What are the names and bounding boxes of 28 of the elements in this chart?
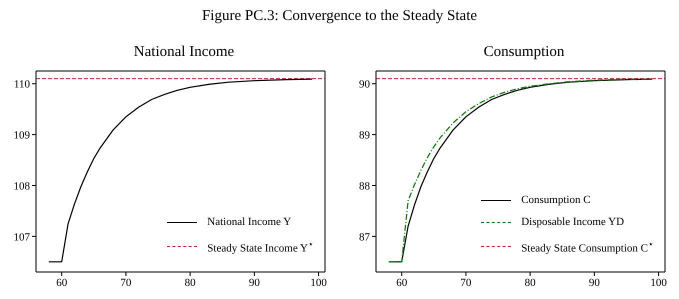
x-tick-label: 100: [650, 276, 668, 289]
x-tick-label: 100: [310, 276, 328, 289]
chart-title: National Income: [132, 44, 236, 62]
x-tick-label: 90: [248, 276, 260, 289]
legend-label: Steady State Income Y$^{⋆}$: [207, 238, 314, 257]
x-tick-label: 70: [120, 276, 132, 289]
y-tick-label: 110: [14, 78, 30, 91]
x-tick-label: 60: [396, 276, 408, 289]
x-tick-label: 90: [588, 276, 600, 289]
x-tick-label: 80: [524, 276, 536, 289]
y-tick-label: 90: [359, 78, 370, 91]
x-tick-label: 60: [56, 276, 68, 289]
chart-title: Consumption: [482, 44, 566, 62]
y-tick-label: 89: [359, 130, 370, 142]
y-tick-label: 87: [359, 231, 370, 244]
y-tick-label: 107: [14, 231, 30, 244]
line-series: [48, 78, 313, 262]
line-series: [388, 78, 653, 262]
text: Figure PC.3: Convergence to the Steady State: [200, 8, 478, 25]
y-tick-label: 108: [14, 180, 30, 192]
legend-label: National Income Y: [207, 215, 292, 230]
legend-label: Consumption C: [521, 193, 591, 208]
y-tick-label: 88: [359, 180, 370, 192]
legend-label: Disposable Income YD: [521, 215, 624, 230]
x-tick-label: 80: [184, 276, 196, 289]
legend-label: Steady State Consumption C$^{⋆}$: [521, 238, 654, 257]
y-tick-label: 109: [14, 130, 30, 142]
x-tick-label: 70: [460, 276, 472, 289]
